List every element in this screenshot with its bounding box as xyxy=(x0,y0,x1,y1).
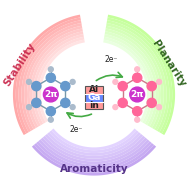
Text: Stability: Stability xyxy=(2,40,37,88)
Polygon shape xyxy=(47,132,141,156)
Polygon shape xyxy=(106,23,167,131)
Circle shape xyxy=(135,67,140,72)
Text: 2e⁻: 2e⁻ xyxy=(105,55,118,64)
Polygon shape xyxy=(40,138,147,164)
Circle shape xyxy=(26,79,31,84)
Polygon shape xyxy=(107,17,172,134)
Circle shape xyxy=(70,105,75,110)
Polygon shape xyxy=(13,15,80,135)
Circle shape xyxy=(130,87,145,102)
Polygon shape xyxy=(105,29,161,128)
Polygon shape xyxy=(51,129,137,150)
Circle shape xyxy=(156,105,162,110)
Circle shape xyxy=(113,79,118,84)
Circle shape xyxy=(61,98,70,108)
Bar xyxy=(85,101,103,109)
Polygon shape xyxy=(108,15,175,135)
Polygon shape xyxy=(49,130,139,153)
Polygon shape xyxy=(43,136,145,161)
Polygon shape xyxy=(107,20,170,132)
Bar xyxy=(85,86,103,94)
Polygon shape xyxy=(33,34,84,125)
Polygon shape xyxy=(104,34,155,125)
Text: Planarity: Planarity xyxy=(150,39,187,89)
Text: 2e⁻: 2e⁻ xyxy=(70,125,83,134)
Polygon shape xyxy=(38,40,85,122)
Text: Al: Al xyxy=(89,85,99,94)
Text: 2π: 2π xyxy=(44,90,57,99)
Circle shape xyxy=(133,73,142,82)
Polygon shape xyxy=(36,141,152,170)
Polygon shape xyxy=(34,143,154,173)
Text: Ga: Ga xyxy=(87,93,101,102)
Circle shape xyxy=(61,81,70,91)
Polygon shape xyxy=(104,37,153,124)
Circle shape xyxy=(26,105,31,110)
Polygon shape xyxy=(106,26,164,129)
Circle shape xyxy=(133,107,142,116)
Polygon shape xyxy=(105,31,158,127)
Circle shape xyxy=(156,79,162,84)
Polygon shape xyxy=(103,40,150,122)
Circle shape xyxy=(48,117,53,122)
Polygon shape xyxy=(19,20,81,132)
Polygon shape xyxy=(45,134,143,159)
Circle shape xyxy=(32,98,41,108)
Polygon shape xyxy=(38,139,150,167)
Bar xyxy=(85,94,103,101)
Circle shape xyxy=(147,98,156,108)
Circle shape xyxy=(48,67,53,72)
Circle shape xyxy=(32,81,41,91)
Polygon shape xyxy=(24,26,82,129)
Polygon shape xyxy=(30,31,83,127)
Circle shape xyxy=(118,98,127,108)
Text: In: In xyxy=(89,101,99,110)
Circle shape xyxy=(70,79,75,84)
Polygon shape xyxy=(16,17,81,134)
Bar xyxy=(85,86,103,109)
Circle shape xyxy=(43,87,58,102)
Circle shape xyxy=(118,81,127,91)
Text: Aromaticity: Aromaticity xyxy=(60,163,128,174)
Polygon shape xyxy=(27,29,83,128)
Text: 2π: 2π xyxy=(131,90,144,99)
Polygon shape xyxy=(32,145,156,176)
Circle shape xyxy=(113,105,118,110)
Circle shape xyxy=(46,73,55,82)
Circle shape xyxy=(46,107,55,116)
Polygon shape xyxy=(21,23,82,131)
Circle shape xyxy=(135,117,140,122)
Polygon shape xyxy=(36,37,84,124)
Circle shape xyxy=(147,81,156,91)
